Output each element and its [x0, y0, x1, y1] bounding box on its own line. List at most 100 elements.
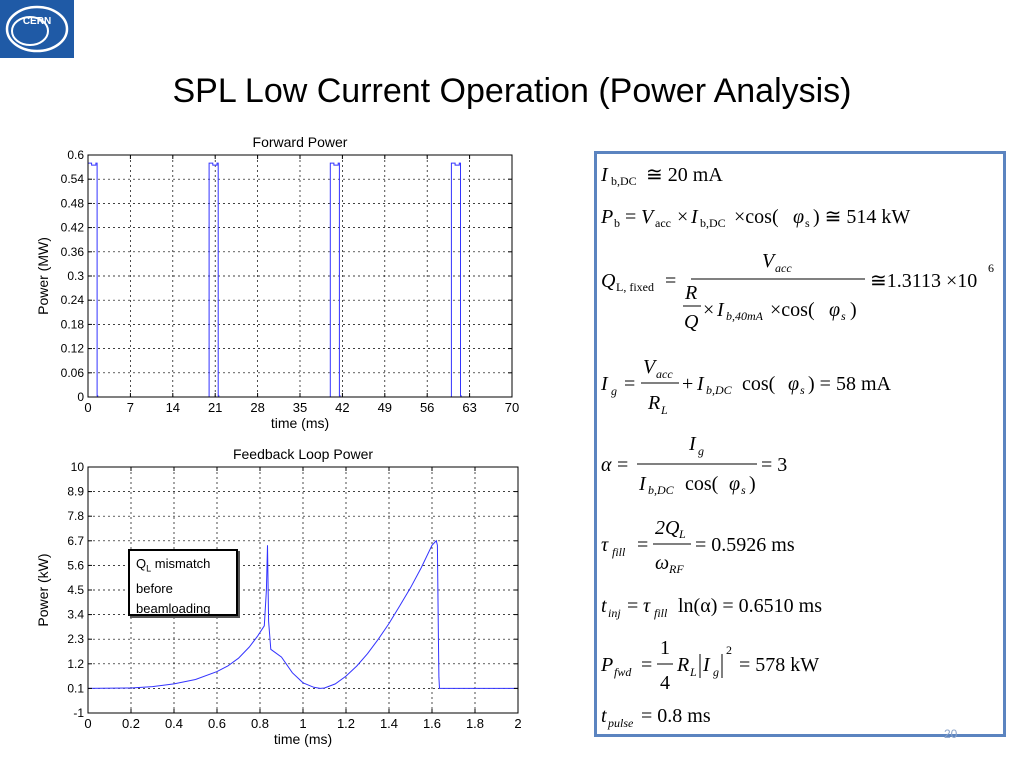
equation-ig: I g = V acc R L + I b,DC cos( φ s ) = 58…: [600, 356, 891, 417]
eq-tau-den: ω: [655, 552, 669, 574]
eq-pb-isub: b,DC: [700, 216, 726, 230]
chart1-xtick-label: 2: [514, 716, 521, 731]
eq-pfwd-lhssub: fwd: [614, 665, 632, 679]
equations-svg: I b,DC ≅ 20 mA P b = V acc × I b,DC ×cos…: [600, 164, 994, 730]
eq-ig-eq: =: [624, 373, 635, 395]
eq-pfwd-num: 1: [660, 637, 670, 659]
chart1-ylabel: Power (kW): [35, 553, 51, 626]
eq-ib-lhs: I: [600, 164, 609, 186]
eq-ig-phi: φ: [788, 373, 799, 395]
eq-alpha-eq: =: [617, 454, 628, 476]
eq-ib-sub: b,DC: [611, 174, 637, 188]
equation-alpha: α = I g I b,DC cos( φ s ) = 3: [601, 433, 787, 497]
chart0-ytick-label: 0.42: [61, 221, 85, 235]
eq-pfwd-rhs: = 578 kW: [739, 654, 819, 676]
equation-p-fwd: P fwd = 1 4 R L I g 2 = 578 kW: [600, 637, 819, 694]
eq-ig-cos: cos(: [742, 373, 776, 395]
chart0-xtick-label: 42: [335, 400, 349, 415]
annotation-line1: mismatch: [151, 556, 211, 571]
eq-ql-rhs: ≅1.3113 ×10: [870, 270, 977, 292]
equation-ib-dc: I b,DC ≅ 20 mA: [600, 164, 723, 188]
chart0-xtick-label: 21: [208, 400, 222, 415]
chart0-ytick-label: 0.12: [61, 342, 85, 356]
eq-ig-den: R: [647, 392, 660, 414]
chart0-xlabel: time (ms): [271, 415, 329, 431]
chart1-xtick-label: 0.8: [251, 716, 269, 731]
chart0-ytick-label: 0: [77, 390, 84, 404]
eq-ql-eq: =: [665, 270, 676, 292]
eq-pfwd-rsub: L: [689, 665, 697, 679]
equations-box: I b,DC ≅ 20 mA P b = V acc × I b,DC ×cos…: [594, 151, 1006, 737]
eq-pfwd-r: R: [676, 654, 689, 676]
eq-pfwd-i: I: [702, 654, 711, 676]
chart0-ytick-label: 0.06: [61, 366, 85, 380]
eq-pfwd-eq: =: [641, 654, 652, 676]
eq-pb-i: I: [690, 206, 699, 228]
eq-ib-rhs: ≅ 20 mA: [646, 164, 723, 186]
eq-alpha-phi: φ: [729, 473, 740, 495]
eq-pb-vsub: acc: [655, 216, 671, 230]
chart1-xtick-label: 0.4: [165, 716, 183, 731]
chart1-xtick-label: 1.2: [337, 716, 355, 731]
chart0-ytick-label: 0.6: [67, 148, 84, 162]
eq-ig-numsub: acc: [656, 367, 673, 381]
forward-power-chart: 0 7 14 21 28 35 42 49 56 63 70 0 0.06 0.12 0.18 0.24 0.3…: [35, 134, 519, 431]
chart1-ytick-label: 1.2: [67, 657, 84, 671]
chart0-xtick-label: 28: [250, 400, 264, 415]
eq-pb-eq: =: [625, 206, 636, 228]
eq-pfwd-exp: 2: [726, 643, 732, 657]
eq-ql-lhs: Q: [601, 270, 616, 292]
eq-pfwd-isub: g: [713, 665, 719, 679]
eq-tau-eq: =: [637, 534, 648, 556]
equation-ql-fixed: Q L, fixed = V acc R Q × I b,40mA ×cos( …: [601, 250, 994, 333]
eq-ql-q: Q: [684, 311, 699, 333]
chart0-xtick-label: 7: [127, 400, 134, 415]
eq-alpha-num: I: [688, 433, 697, 455]
chart1-series-line: [87, 539, 518, 689]
eq-tau-lhs: τ: [601, 534, 609, 556]
cern-logo: CERN: [0, 0, 74, 58]
chart0-ytick-label: 0.3: [67, 269, 84, 283]
chart1-ytick-label: 6.7: [67, 534, 84, 548]
chart1-xtick-label: 1.8: [466, 716, 484, 731]
eq-pb-cos: ×cos(: [734, 206, 779, 228]
chart1-ytick-label: 7.8: [67, 509, 84, 523]
feedback-loop-power-chart: 0 0.2 0.4 0.6 0.8 1 1.2 1.4 1.6 1.8 2 -1 0.1 1.2 2.3 3.…: [35, 446, 522, 747]
eq-pb-times: ×: [677, 206, 688, 228]
chart1-xtick-label: 0: [84, 716, 91, 731]
eq-alpha-cos: cos(: [685, 473, 719, 495]
eq-ql-phisub: s: [841, 309, 846, 323]
equation-t-pulse: t pulse = 0.8 ms: [601, 705, 711, 730]
eq-tinj-tausub: fill: [654, 606, 668, 620]
chart1-ytick-label: 8.9: [67, 485, 84, 499]
eq-ig-rhs: ) = 58 mA: [808, 373, 891, 395]
annotation-q: Q: [136, 556, 147, 571]
chart0-xtick-label: 0: [84, 400, 91, 415]
eq-alpha-lhs: α: [601, 454, 612, 476]
eq-tau-densub: RF: [668, 562, 684, 576]
eq-ql-close: ): [850, 299, 857, 321]
chart1-ytick-label: -1: [73, 706, 84, 720]
cern-logo-text: CERN: [23, 16, 51, 27]
chart0-xtick-label: 14: [166, 400, 180, 415]
eq-ql-i: I: [716, 299, 725, 321]
ql-mismatch-annotation: QL mismatch before beamloading: [128, 549, 238, 616]
chart0-xtick-label: 35: [293, 400, 307, 415]
eq-tau-rhs: = 0.5926 ms: [695, 534, 795, 556]
eq-pfwd-lhs: P: [600, 654, 613, 676]
chart0-title: Forward Power: [253, 134, 348, 150]
equation-tau-fill: τ fill = 2Q L ω RF = 0.5926 ms: [601, 517, 795, 576]
annotation-line3: beamloading: [136, 600, 211, 616]
chart1-xtick-label: 1.6: [423, 716, 441, 731]
eq-pb-v: V: [641, 206, 656, 228]
eq-ql-r: R: [684, 282, 697, 304]
eq-tpulse-rhs: = 0.8 ms: [641, 705, 711, 727]
eq-tinj-lhs: t: [601, 595, 607, 617]
chart1-xtick-label: 1: [299, 716, 306, 731]
eq-pb-psub: b: [614, 216, 620, 230]
eq-ql-phi: φ: [829, 299, 840, 321]
eq-pb-phi: φ: [793, 206, 804, 228]
eq-tau-num: 2Q: [655, 517, 680, 539]
chart1-ytick-label: 0.1: [67, 681, 84, 695]
eq-ql-sub: L, fixed: [616, 280, 654, 294]
